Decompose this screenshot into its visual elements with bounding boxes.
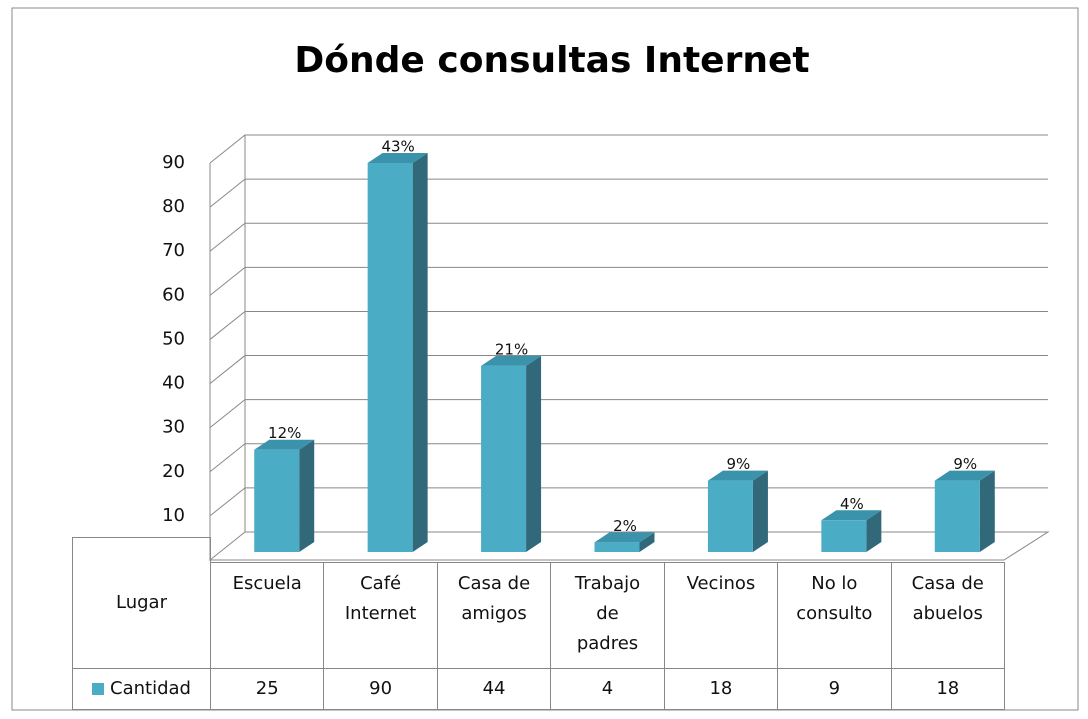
legend-cell-text: Cantidad bbox=[110, 678, 191, 699]
y-tick-label: 20 bbox=[162, 461, 185, 482]
bar-side bbox=[299, 439, 315, 552]
data-label: 21% bbox=[495, 340, 528, 358]
value-cell-text: 9 bbox=[828, 678, 841, 699]
bar-top bbox=[821, 510, 882, 521]
table-header-text: Lugar bbox=[116, 592, 167, 613]
category-cell-text: Casa de abuelos bbox=[911, 573, 984, 624]
y-tick-label: 30 bbox=[162, 417, 185, 438]
data-label: 12% bbox=[268, 424, 301, 442]
y-tick-label: 70 bbox=[162, 240, 185, 261]
y-tick-label: 60 bbox=[162, 284, 185, 305]
bar bbox=[254, 449, 300, 552]
chart-title: Dónde consultas Internet bbox=[294, 40, 809, 81]
value-cell-text: 18 bbox=[936, 678, 960, 699]
value-cell: 44 bbox=[436, 668, 552, 710]
category-cell-text: Trabajo de padres bbox=[574, 573, 641, 654]
category-cell: No lo consulto bbox=[777, 562, 892, 669]
category-cell: Café Internet bbox=[323, 562, 438, 669]
bar-side bbox=[979, 470, 995, 552]
grid-line bbox=[209, 134, 1048, 164]
category-cell: Casa de abuelos bbox=[890, 562, 1005, 669]
y-tick-label: 90 bbox=[162, 152, 185, 173]
value-cell-text: 25 bbox=[255, 678, 279, 699]
grid-line bbox=[209, 310, 1048, 340]
bar-side bbox=[526, 355, 542, 552]
category-cell-text: Escuela bbox=[232, 573, 302, 594]
category-cell-text: Casa de amigos bbox=[457, 573, 531, 624]
bar-side bbox=[412, 153, 428, 552]
value-cell: 18 bbox=[663, 668, 779, 710]
table-header: Lugar bbox=[72, 537, 211, 669]
value-cell-text: 44 bbox=[482, 678, 506, 699]
bar bbox=[934, 480, 980, 552]
bar-top bbox=[934, 470, 995, 481]
bar-top bbox=[594, 532, 655, 543]
bar-side bbox=[866, 510, 882, 552]
value-cell-text: 18 bbox=[709, 678, 733, 699]
grid-line bbox=[209, 487, 1048, 517]
category-cell: Trabajo de padres bbox=[550, 562, 665, 669]
bar-side bbox=[639, 532, 655, 552]
data-label: 9% bbox=[727, 455, 751, 473]
category-cell-text: Café Internet bbox=[344, 573, 417, 624]
category-cell-text: No lo consulto bbox=[796, 573, 873, 624]
data-label: 43% bbox=[381, 138, 414, 156]
data-label: 9% bbox=[953, 455, 977, 473]
y-tick-label: 80 bbox=[162, 196, 185, 217]
value-cell: 90 bbox=[323, 668, 438, 710]
bar bbox=[821, 520, 867, 552]
bar-top bbox=[367, 153, 428, 163]
y-tick-label: 10 bbox=[162, 505, 185, 526]
value-cell: 4 bbox=[550, 668, 665, 710]
legend-swatch bbox=[92, 683, 105, 695]
grid-line bbox=[209, 266, 1048, 296]
data-label: 2% bbox=[613, 517, 637, 535]
bar-side bbox=[752, 470, 768, 552]
bar-top bbox=[481, 355, 542, 366]
legend-cell: Cantidad bbox=[72, 668, 211, 710]
bar-top bbox=[254, 439, 315, 450]
value-cell-text: 90 bbox=[369, 678, 393, 699]
y-tick-label: 50 bbox=[162, 328, 185, 349]
category-cell: Vecinos bbox=[663, 562, 779, 669]
bar bbox=[367, 163, 413, 552]
value-cell: 9 bbox=[777, 668, 892, 710]
grid-line bbox=[209, 355, 1048, 384]
value-cell: 25 bbox=[210, 668, 325, 710]
grid-line bbox=[209, 443, 1048, 473]
bar bbox=[594, 542, 640, 552]
grid-line bbox=[209, 399, 1048, 429]
bar bbox=[707, 480, 753, 552]
value-cell-text: 4 bbox=[601, 678, 614, 699]
category-cell: Casa de amigos bbox=[436, 562, 552, 669]
category-cell-text: Vecinos bbox=[686, 573, 756, 594]
y-tick-label: 40 bbox=[162, 373, 185, 394]
category-cell: Escuela bbox=[210, 562, 325, 669]
bar-top bbox=[707, 470, 768, 481]
grid-line bbox=[209, 222, 1048, 252]
value-cell: 18 bbox=[890, 668, 1005, 710]
data-label: 4% bbox=[840, 495, 864, 513]
bar bbox=[481, 365, 527, 552]
chart-border bbox=[11, 7, 1079, 711]
grid-line bbox=[209, 178, 1048, 208]
